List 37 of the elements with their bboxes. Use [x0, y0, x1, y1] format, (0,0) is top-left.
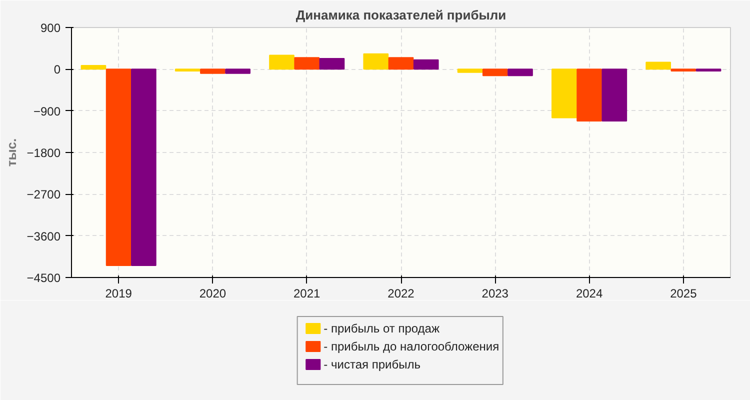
bar	[646, 62, 671, 70]
x-tick-label: 2019	[105, 286, 132, 300]
bar	[552, 68, 577, 118]
legend-label: - чистая прибыль	[324, 358, 420, 372]
bar	[269, 54, 294, 70]
bar	[225, 68, 250, 74]
bar	[106, 68, 132, 266]
bar	[576, 68, 602, 122]
y-tick-label: −900	[33, 104, 61, 118]
bar	[200, 68, 226, 74]
x-tick-label: 2025	[670, 286, 698, 300]
y-tick-label: 0	[54, 62, 61, 77]
y-tick-label: −2700	[26, 188, 61, 202]
y-tick-label: 900	[40, 21, 61, 35]
bar	[413, 59, 439, 70]
x-tick-label: 2020	[199, 286, 226, 300]
y-tick-label: −3600	[26, 229, 61, 244]
bar	[482, 68, 508, 76]
x-tick-label: 2024	[576, 286, 603, 300]
x-tick-label: 2022	[388, 286, 415, 300]
bar	[363, 53, 389, 70]
bar	[388, 57, 414, 70]
bar	[457, 68, 483, 73]
bar	[508, 68, 533, 76]
bar	[131, 68, 156, 266]
y-tick-label: −1800	[26, 146, 61, 160]
bar	[80, 64, 106, 70]
bar	[319, 58, 345, 70]
legend-label: - прибыль до налогообложения	[324, 340, 500, 354]
y-axis-title: тыс.	[4, 138, 19, 167]
x-tick-label: 2023	[482, 286, 509, 300]
y-tick-label: −4500	[26, 271, 61, 285]
legend-label: - прибыль от продаж	[324, 322, 440, 336]
bar	[602, 68, 628, 122]
bar	[294, 57, 320, 70]
chart-title: Динамика показателей прибыли	[296, 8, 506, 22]
x-tick-label: 2021	[294, 286, 321, 300]
